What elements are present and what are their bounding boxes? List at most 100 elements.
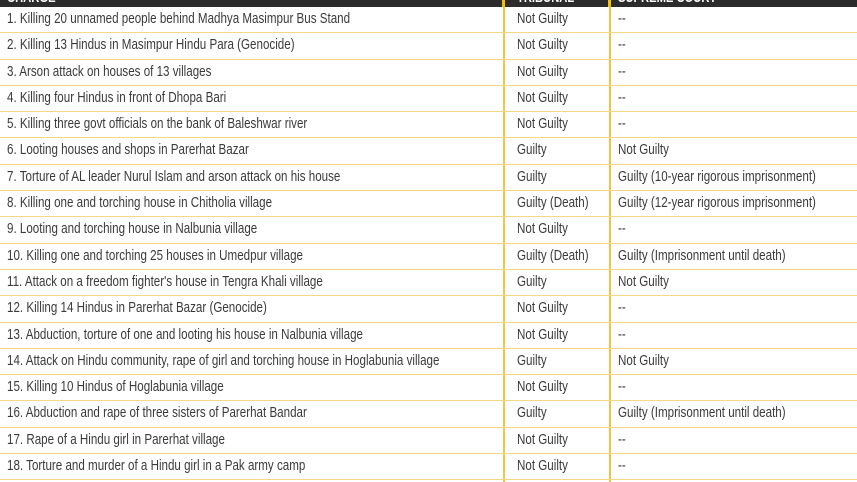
header-separator <box>502 0 505 7</box>
table-row: 9. Looting and torching house in Nalbuni… <box>0 217 857 244</box>
charge-cell: 9. Looting and torching house in Nalbuni… <box>7 217 320 242</box>
charge-cell-text: 8. Killing one and torching house in Chi… <box>7 195 273 212</box>
table-row: 3. Arson attack on houses of 13 villages… <box>0 60 857 86</box>
tribunal-verdict-cell: Not Guilty <box>517 112 581 137</box>
charge-cell: 8. Killing one and torching house in Chi… <box>7 191 338 216</box>
charge-cell: 2. Killing 13 Hindus in Masimpur Hindu P… <box>7 33 366 58</box>
charge-cell-text: 2. Killing 13 Hindus in Masimpur Hindu P… <box>7 37 295 54</box>
tribunal-verdict-cell-text: Guilty <box>517 168 547 185</box>
header-supreme-court-text: SUPREME COURT <box>618 0 716 11</box>
tribunal-verdict-cell: Guilty <box>517 270 554 295</box>
tribunal-verdict-cell-text: Not Guilty <box>517 458 568 475</box>
supreme-court-verdict-cell: Guilty (Imprisonment until death) <box>618 401 828 426</box>
tribunal-verdict-cell-text: Not Guilty <box>517 116 568 133</box>
supreme-court-verdict-cell: Not Guilty <box>618 349 682 374</box>
table-row: 11. Attack on a freedom fighter's house … <box>0 270 857 297</box>
tribunal-verdict-cell: Not Guilty <box>517 217 581 242</box>
supreme-court-verdict-cell-text: -- <box>618 300 626 317</box>
supreme-court-verdict-cell: -- <box>618 60 628 85</box>
supreme-court-verdict-cell-text: Not Guilty <box>618 352 669 369</box>
tribunal-verdict-cell-text: Guilty (Death) <box>517 195 589 212</box>
tribunal-verdict-cell-text: Guilty <box>517 273 547 290</box>
tribunal-verdict-cell-text: Not Guilty <box>517 221 568 238</box>
supreme-court-verdict-cell-text: Guilty (12-year rigorous imprisonment) <box>618 195 816 212</box>
supreme-court-verdict-cell-text: Guilty (Imprisonment until death) <box>618 247 786 264</box>
tribunal-verdict-cell-text: Guilty <box>517 405 547 422</box>
supreme-court-verdict-cell: Not Guilty <box>618 138 682 163</box>
charge-cell: 13. Abduction, torture of one and lootin… <box>7 323 452 348</box>
supreme-court-verdict-cell-text: -- <box>618 11 626 27</box>
supreme-court-verdict-cell-text: -- <box>618 89 626 106</box>
tribunal-verdict-cell-text: Guilty (Death) <box>517 247 589 264</box>
charge-cell: 15. Killing 10 Hindus of Hoglabunia vill… <box>7 375 278 400</box>
supreme-court-verdict-cell: -- <box>618 7 628 32</box>
supreme-court-verdict-cell: -- <box>618 375 628 400</box>
charge-cell: 17. Rape of a Hindu girl in Parerhat vil… <box>7 428 279 453</box>
charge-cell-text: 18. Torture and murder of a Hindu girl i… <box>7 458 306 475</box>
charge-cell-text: 12. Killing 14 Hindus in Parerhat Bazar … <box>7 300 267 317</box>
tribunal-verdict-cell-text: Not Guilty <box>517 300 568 317</box>
table-row: 18. Torture and murder of a Hindu girl i… <box>0 454 857 481</box>
charge-cell: 6. Looting houses and shops in Parerhat … <box>7 138 309 163</box>
supreme-court-verdict-cell: -- <box>618 323 628 348</box>
tribunal-verdict-cell: Not Guilty <box>517 454 581 479</box>
charge-cell: 12. Killing 14 Hindus in Parerhat Bazar … <box>7 296 332 321</box>
header-tribunal: TRIBUNAL <box>517 0 589 7</box>
tribunal-verdict-cell-text: Not Guilty <box>517 63 568 80</box>
supreme-court-verdict-cell-text: -- <box>618 37 626 54</box>
table-row: 7. Torture of AL leader Nurul Islam and … <box>0 165 857 192</box>
tribunal-verdict-cell-text: Not Guilty <box>517 326 568 343</box>
supreme-court-verdict-cell-text: -- <box>618 326 626 343</box>
tribunal-verdict-cell: Guilty <box>517 165 554 190</box>
charge-cell-text: 9. Looting and torching house in Nalbuni… <box>7 221 258 238</box>
table-row: 13. Abduction, torture of one and lootin… <box>0 323 857 349</box>
charge-cell: 11. Attack on a freedom fighter's house … <box>7 270 402 295</box>
table-row: 8. Killing one and torching house in Chi… <box>0 191 857 218</box>
table-row: 15. Killing 10 Hindus of Hoglabunia vill… <box>0 375 857 402</box>
tribunal-verdict-cell-text: Guilty <box>517 142 547 159</box>
supreme-court-verdict-cell: -- <box>618 217 628 242</box>
supreme-court-verdict-cell: -- <box>618 296 628 321</box>
supreme-court-verdict-cell: -- <box>618 86 628 111</box>
charge-cell-text: 3. Arson attack on houses of 13 villages <box>7 63 212 80</box>
supreme-court-verdict-cell: Guilty (Imprisonment until death) <box>618 244 828 269</box>
charge-cell-text: 11. Attack on a freedom fighter's house … <box>7 273 323 290</box>
verdict-table: 1. Killing 20 unnamed people behind Madh… <box>0 7 857 481</box>
header-charge-text: CHARGE <box>7 0 56 11</box>
table-row: 1. Killing 20 unnamed people behind Madh… <box>0 7 857 34</box>
tribunal-verdict-cell: Guilty (Death) <box>517 191 606 216</box>
charge-cell-text: 6. Looting houses and shops in Parerhat … <box>7 142 249 159</box>
charge-cell-text: 5. Killing three govt officials on the b… <box>7 116 308 133</box>
table-row: 14. Attack on Hindu community, rape of g… <box>0 349 857 376</box>
charge-cell-text: 14. Attack on Hindu community, rape of g… <box>7 352 440 369</box>
column-divider <box>609 7 611 482</box>
charge-cell: 10. Killing one and torching 25 houses i… <box>7 244 377 269</box>
supreme-court-verdict-cell-text: -- <box>618 221 626 238</box>
charge-cell: 7. Torture of AL leader Nurul Islam and … <box>7 165 424 190</box>
header-separator <box>608 0 611 7</box>
charge-cell: 4. Killing four Hindus in front of Dhopa… <box>7 86 281 111</box>
supreme-court-verdict-cell: -- <box>618 33 628 58</box>
charge-cell: 14. Attack on Hindu community, rape of g… <box>7 349 548 374</box>
tribunal-verdict-cell: Guilty (Death) <box>517 244 606 269</box>
tribunal-verdict-cell: Guilty <box>517 349 554 374</box>
table-row: 17. Rape of a Hindu girl in Parerhat vil… <box>0 428 857 455</box>
table-row: 2. Killing 13 Hindus in Masimpur Hindu P… <box>0 33 857 60</box>
tribunal-verdict-cell-text: Guilty <box>517 352 547 369</box>
tribunal-verdict-cell: Guilty <box>517 138 554 163</box>
charge-cell: 5. Killing three govt officials on the b… <box>7 112 382 137</box>
charge-cell-text: 16. Abduction and rape of three sisters … <box>7 405 307 422</box>
charge-cell-text: 1. Killing 20 unnamed people behind Madh… <box>7 11 351 27</box>
tribunal-verdict-cell: Not Guilty <box>517 86 581 111</box>
supreme-court-verdict-cell: Not Guilty <box>618 270 682 295</box>
header-supreme-court: SUPREME COURT <box>618 0 741 7</box>
tribunal-verdict-cell: Not Guilty <box>517 296 581 321</box>
table-row: 16. Abduction and rape of three sisters … <box>0 401 857 428</box>
tribunal-verdict-cell: Guilty <box>517 401 554 426</box>
supreme-court-verdict-cell-text: Not Guilty <box>618 142 669 159</box>
tribunal-verdict-cell-text: Not Guilty <box>517 37 568 54</box>
supreme-court-verdict-cell-text: -- <box>618 116 626 133</box>
column-divider <box>503 7 505 482</box>
tribunal-verdict-cell-text: Not Guilty <box>517 431 568 448</box>
charge-cell: 18. Torture and murder of a Hindu girl i… <box>7 454 380 479</box>
